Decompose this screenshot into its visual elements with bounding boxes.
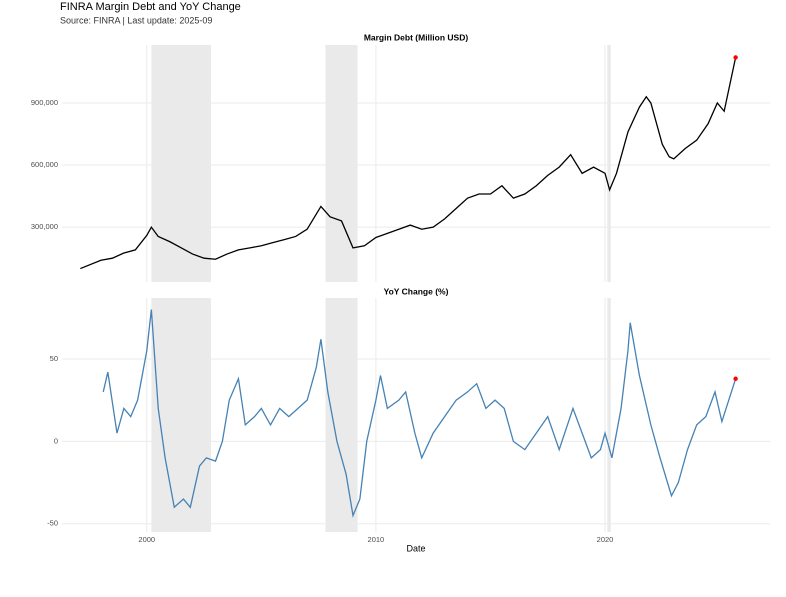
panel-title: YoY Change (%) xyxy=(384,286,449,296)
panel-title: Margin Debt (Million USD) xyxy=(364,32,469,42)
latest-point xyxy=(733,55,738,60)
x-axis-label: Date xyxy=(406,543,425,553)
y-tick-label: 600,000 xyxy=(31,160,58,169)
page-subtitle: Source: FINRA | Last update: 2025-09 xyxy=(60,15,212,25)
y-tick-label: -50 xyxy=(47,519,58,528)
x-tick-label: 2000 xyxy=(138,535,155,544)
latest-point xyxy=(733,376,738,381)
y-tick-label: 300,000 xyxy=(31,222,58,231)
shaded-period xyxy=(607,298,611,532)
page-title: FINRA Margin Debt and YoY Change xyxy=(60,1,241,13)
shaded-period xyxy=(607,45,611,282)
x-tick-label: 2010 xyxy=(368,535,385,544)
shaded-period xyxy=(325,298,358,532)
shaded-period xyxy=(151,298,211,532)
y-tick-label: 900,000 xyxy=(31,98,58,107)
series-line xyxy=(102,309,737,518)
x-tick-label: 2020 xyxy=(597,535,614,544)
y-tick-label: 0 xyxy=(54,436,58,445)
series-line xyxy=(80,57,737,270)
y-tick-label: 50 xyxy=(50,354,58,363)
shaded-period xyxy=(325,45,358,282)
shaded-period xyxy=(151,45,211,282)
